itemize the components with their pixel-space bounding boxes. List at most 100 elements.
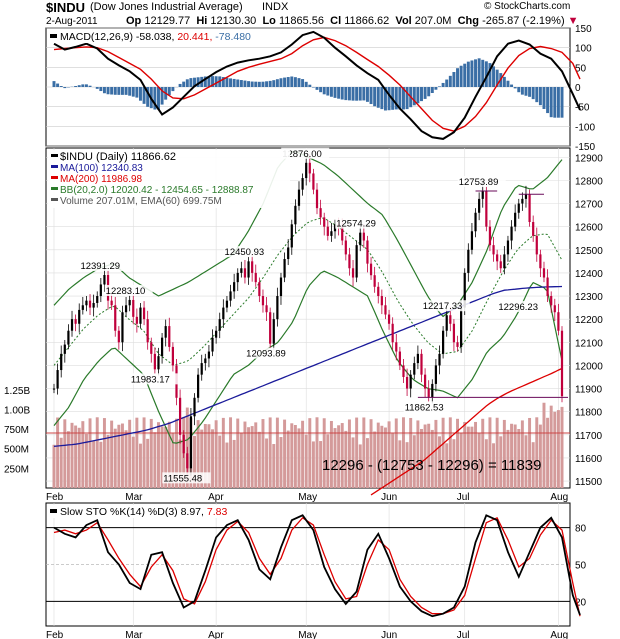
macd-histogram-bar bbox=[138, 87, 142, 101]
macd-histogram-bar bbox=[272, 80, 276, 87]
macd-histogram-bar bbox=[538, 87, 542, 106]
macd-histogram-bar bbox=[492, 66, 496, 87]
macd-histogram-bar bbox=[128, 87, 132, 96]
candle-body bbox=[200, 363, 203, 375]
volume-bar bbox=[531, 442, 535, 488]
volume-bar bbox=[290, 423, 294, 488]
macd-histogram-bar bbox=[495, 69, 499, 87]
price-xtick-label: Jul bbox=[457, 492, 470, 503]
candle-body bbox=[164, 326, 167, 338]
volume-bar bbox=[117, 424, 121, 488]
sto-xtick-label: Apr bbox=[208, 630, 224, 639]
sto-ytick-label: 80 bbox=[575, 524, 587, 535]
candle-body bbox=[445, 315, 448, 331]
volume-bar bbox=[70, 422, 74, 488]
header-symbol: $INDU bbox=[46, 0, 86, 15]
macd-histogram-bar bbox=[290, 76, 294, 87]
sto-legend-part-1: 8.97, bbox=[178, 506, 204, 518]
macd-histogram-bar bbox=[167, 87, 171, 96]
candle-body bbox=[333, 224, 337, 232]
candle-body bbox=[301, 178, 304, 190]
volume-bar bbox=[311, 441, 315, 488]
volume-bar bbox=[178, 439, 182, 488]
candle-body bbox=[478, 198, 481, 213]
candle-body bbox=[431, 383, 434, 398]
header-copyright[interactable]: © StockCharts.com bbox=[484, 1, 571, 12]
volume-bar bbox=[74, 425, 78, 488]
candle-body bbox=[359, 232, 362, 246]
volume-bar bbox=[365, 438, 369, 488]
volume-bar bbox=[477, 432, 481, 488]
macd-histogram-bar bbox=[416, 87, 420, 104]
candle-body bbox=[70, 319, 74, 331]
macd-histogram-bar bbox=[380, 87, 384, 110]
candle-body bbox=[146, 319, 149, 343]
header-stats: Op 12129.77 Hi 12130.30 Lo 11865.56 Cl 1… bbox=[126, 15, 579, 27]
candle-body bbox=[254, 272, 257, 283]
volume-bar bbox=[546, 417, 550, 488]
volume-bar bbox=[355, 417, 359, 488]
sto-xtick-label: Jun bbox=[381, 630, 397, 639]
volume-bar bbox=[502, 419, 506, 488]
macd-histogram-bar bbox=[412, 87, 416, 106]
macd-histogram-bar bbox=[297, 78, 301, 87]
candle-body bbox=[204, 358, 207, 364]
candle-body bbox=[207, 351, 211, 359]
candle-body bbox=[521, 198, 524, 204]
volume-bar bbox=[474, 421, 478, 488]
candle-body bbox=[528, 194, 531, 223]
candle-body bbox=[449, 315, 452, 324]
volume-bar bbox=[452, 439, 456, 488]
volume-bar bbox=[362, 417, 366, 488]
open-value: 12129.77 bbox=[144, 15, 191, 27]
volume-bar bbox=[470, 426, 474, 488]
volume-bar bbox=[488, 417, 492, 488]
sto-xtick-label: Aug bbox=[550, 630, 568, 639]
price-ytick-label: 11900 bbox=[575, 385, 603, 396]
volume-bar bbox=[218, 435, 222, 488]
volume-bar bbox=[59, 437, 63, 488]
macd-legend-part-0: MACD(12,26,9) bbox=[60, 31, 133, 43]
price-annotation-label: 12296.23 bbox=[498, 302, 538, 313]
price-legend-ma200: MA(200) 11986.98 bbox=[60, 174, 143, 185]
volume-bar bbox=[167, 421, 171, 488]
macd-histogram-bar bbox=[157, 87, 160, 110]
volume-bar bbox=[164, 426, 168, 488]
volume-ytick-label: 250M bbox=[4, 464, 29, 475]
volume-bar bbox=[441, 417, 445, 488]
candle-body bbox=[63, 344, 66, 354]
candle-body bbox=[229, 291, 232, 301]
price-annotation-label: 12876.00 bbox=[282, 149, 322, 160]
candle-body bbox=[532, 222, 535, 236]
macd-histogram-bar bbox=[434, 87, 438, 90]
volume-bar bbox=[265, 438, 269, 488]
price-annotation-label: 12391.29 bbox=[80, 261, 120, 272]
candle-body bbox=[276, 296, 279, 320]
volume-bar bbox=[261, 419, 265, 488]
candle-body bbox=[452, 323, 456, 343]
candle-body bbox=[391, 323, 394, 343]
candle-body bbox=[305, 162, 308, 179]
volume-bar bbox=[84, 433, 88, 488]
candle-body bbox=[460, 307, 463, 347]
volume-bar bbox=[304, 434, 308, 488]
candle-body bbox=[355, 245, 358, 278]
macd-histogram-bar bbox=[279, 78, 283, 87]
volume-bar bbox=[239, 433, 243, 488]
macd-histogram-bar bbox=[438, 86, 441, 87]
price-ytick-label: 11800 bbox=[575, 408, 603, 419]
price-annotation-bg bbox=[335, 217, 384, 229]
macd-histogram-bar bbox=[52, 81, 56, 87]
volume-bar bbox=[77, 427, 81, 488]
volume-bar bbox=[347, 419, 351, 488]
candle-body bbox=[470, 231, 474, 250]
candle-body bbox=[160, 337, 164, 357]
price-legend-volume: Volume 207.01M, EMA(60) 699.75M bbox=[60, 196, 222, 207]
candle-body bbox=[456, 342, 459, 347]
macd-histogram-bar bbox=[77, 85, 81, 87]
price-annotation-bg bbox=[162, 472, 211, 484]
candle-body bbox=[438, 353, 441, 366]
volume-bar bbox=[250, 426, 254, 488]
candle-body bbox=[481, 191, 484, 199]
volume-bar bbox=[153, 432, 157, 488]
